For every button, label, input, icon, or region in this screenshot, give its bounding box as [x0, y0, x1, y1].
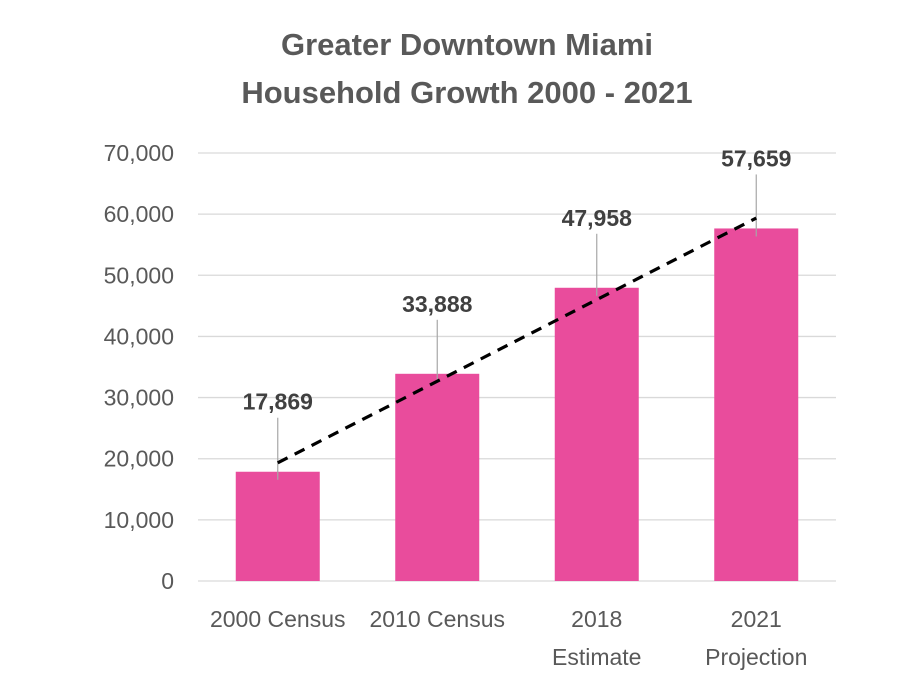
- y-tick-label: 20,000: [104, 446, 174, 472]
- bar: [714, 228, 799, 581]
- data-labels: 17,869 33,888 47,958 57,659: [243, 145, 792, 414]
- y-tick-label: 60,000: [104, 201, 174, 227]
- trendline-group: [277, 216, 757, 465]
- x-tick-label: 2018: [571, 606, 622, 632]
- trendline: [277, 216, 757, 465]
- data-label: 17,869: [243, 389, 313, 415]
- data-label: 57,659: [721, 145, 791, 171]
- bars: [235, 228, 799, 581]
- x-tick-label: 2021: [731, 606, 782, 632]
- x-axis: 2000 Census 2010 Census 2018 Estimate 2021 Pr…: [210, 606, 807, 670]
- y-tick-label: 0: [161, 568, 174, 594]
- y-tick-label: 30,000: [104, 385, 174, 411]
- y-axis: 0 10,000 20,000 30,000 40,000 50,000 60,000 70,…: [104, 140, 174, 594]
- y-tick-label: 40,000: [104, 323, 174, 349]
- data-label-leaders: [277, 174, 757, 480]
- chart-title-line-2: Household Growth 2000 - 2021: [241, 75, 692, 110]
- bar: [554, 287, 639, 581]
- y-tick-label: 10,000: [104, 507, 174, 533]
- data-label: 47,958: [562, 205, 633, 231]
- x-tick-label: Projection: [705, 644, 807, 670]
- bar: [235, 471, 320, 581]
- y-tick-label: 70,000: [104, 140, 174, 166]
- chart-title-line-1: Greater Downtown Miami: [281, 27, 653, 62]
- bar: [395, 373, 480, 581]
- chart-title: Greater Downtown Miami Household Growth …: [241, 27, 692, 110]
- x-tick-label: Estimate: [552, 644, 641, 670]
- y-tick-label: 50,000: [104, 262, 174, 288]
- data-label: 33,888: [402, 291, 473, 317]
- x-tick-label: 2010 Census: [369, 606, 505, 632]
- x-tick-label: 2000 Census: [210, 606, 346, 632]
